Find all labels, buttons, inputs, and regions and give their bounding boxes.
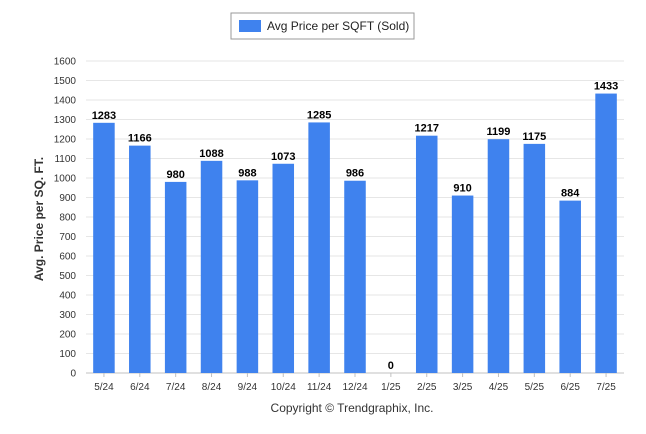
legend: Avg Price per SQFT (Sold) <box>230 12 415 40</box>
bar <box>129 145 151 373</box>
y-tick-label: 200 <box>59 330 76 341</box>
legend-swatch <box>239 20 261 32</box>
y-axis-title: Avg. Price per SQ. FT. <box>32 157 46 281</box>
legend-box <box>230 12 415 40</box>
data-label: 0 <box>388 360 394 372</box>
x-tick-label: 2/25 <box>417 382 437 393</box>
legend-label: Avg Price per SQFT (Sold) <box>267 19 409 33</box>
bar <box>451 195 474 373</box>
bar <box>487 139 510 373</box>
y-tick-label: 1000 <box>54 174 77 185</box>
x-tick-label: 6/24 <box>130 382 150 393</box>
x-tick-label: 3/25 <box>453 382 473 393</box>
data-label: 986 <box>346 168 364 180</box>
bar <box>93 122 115 373</box>
y-tick-label: 0 <box>70 369 76 380</box>
bar <box>164 181 187 373</box>
x-tick-label: 5/24 <box>94 382 114 393</box>
y-tick-label: 1200 <box>54 135 77 146</box>
x-tick-label: 5/25 <box>525 382 545 393</box>
bar <box>344 180 366 373</box>
x-tick-label: 12/24 <box>342 382 367 393</box>
y-tick-label: 800 <box>59 213 76 224</box>
bar <box>559 200 581 373</box>
bar <box>272 163 295 373</box>
data-label: 1283 <box>92 110 116 122</box>
data-label: 1073 <box>271 151 295 163</box>
x-axis-ticks: 5/24 6/24 7/24 8/24 9/24 10/24 11/24 12/24 1/25 2… <box>94 373 616 393</box>
data-label: 1166 <box>128 133 152 145</box>
y-tick-label: 1300 <box>54 115 77 126</box>
data-label: 1088 <box>199 148 223 160</box>
y-axis-ticks: 0 100 200 300 400 500 600 700 800 900 1000 1100 1200… <box>54 57 77 380</box>
bar <box>200 160 223 373</box>
bar <box>308 122 330 373</box>
y-tick-label: 1500 <box>54 76 77 87</box>
bar <box>523 143 546 373</box>
copyright-footer: Copyright © Trendgraphix, Inc. <box>271 401 434 415</box>
x-tick-label: 7/24 <box>166 382 186 393</box>
x-tick-label: 8/24 <box>202 382 222 393</box>
data-label: 910 <box>453 183 471 195</box>
y-tick-label: 400 <box>59 291 76 302</box>
x-tick-label: 6/25 <box>560 382 580 393</box>
data-label: 980 <box>166 169 184 181</box>
data-label: 1199 <box>487 126 511 138</box>
data-label: 1285 <box>307 109 331 121</box>
y-tick-label: 100 <box>59 349 76 360</box>
y-tick-label: 1400 <box>54 96 77 107</box>
data-label: 884 <box>561 188 580 200</box>
data-label: 1433 <box>594 81 618 93</box>
y-tick-label: 500 <box>59 271 76 282</box>
x-tick-label: 4/25 <box>489 382 509 393</box>
bar <box>236 180 259 373</box>
x-tick-label: 7/25 <box>596 382 616 393</box>
bar <box>595 93 617 373</box>
y-tick-label: 600 <box>59 252 76 263</box>
x-tick-label: 11/24 <box>307 382 332 393</box>
y-tick-label: 1600 <box>54 57 77 68</box>
data-label: 1175 <box>522 131 546 143</box>
x-tick-label: 10/24 <box>271 382 296 393</box>
y-tick-label: 1100 <box>54 154 76 165</box>
x-tick-label: 9/24 <box>238 382 258 393</box>
y-tick-label: 700 <box>59 232 76 243</box>
data-label: 1217 <box>414 123 438 135</box>
bar <box>415 135 438 373</box>
bars: 1283 1166 980 1088 988 1073 1285 986 0 1217 910 119… <box>92 81 618 373</box>
y-tick-label: 900 <box>59 193 76 204</box>
data-label: 988 <box>238 167 256 179</box>
x-tick-label: 1/25 <box>381 382 401 393</box>
y-tick-label: 300 <box>59 310 76 321</box>
